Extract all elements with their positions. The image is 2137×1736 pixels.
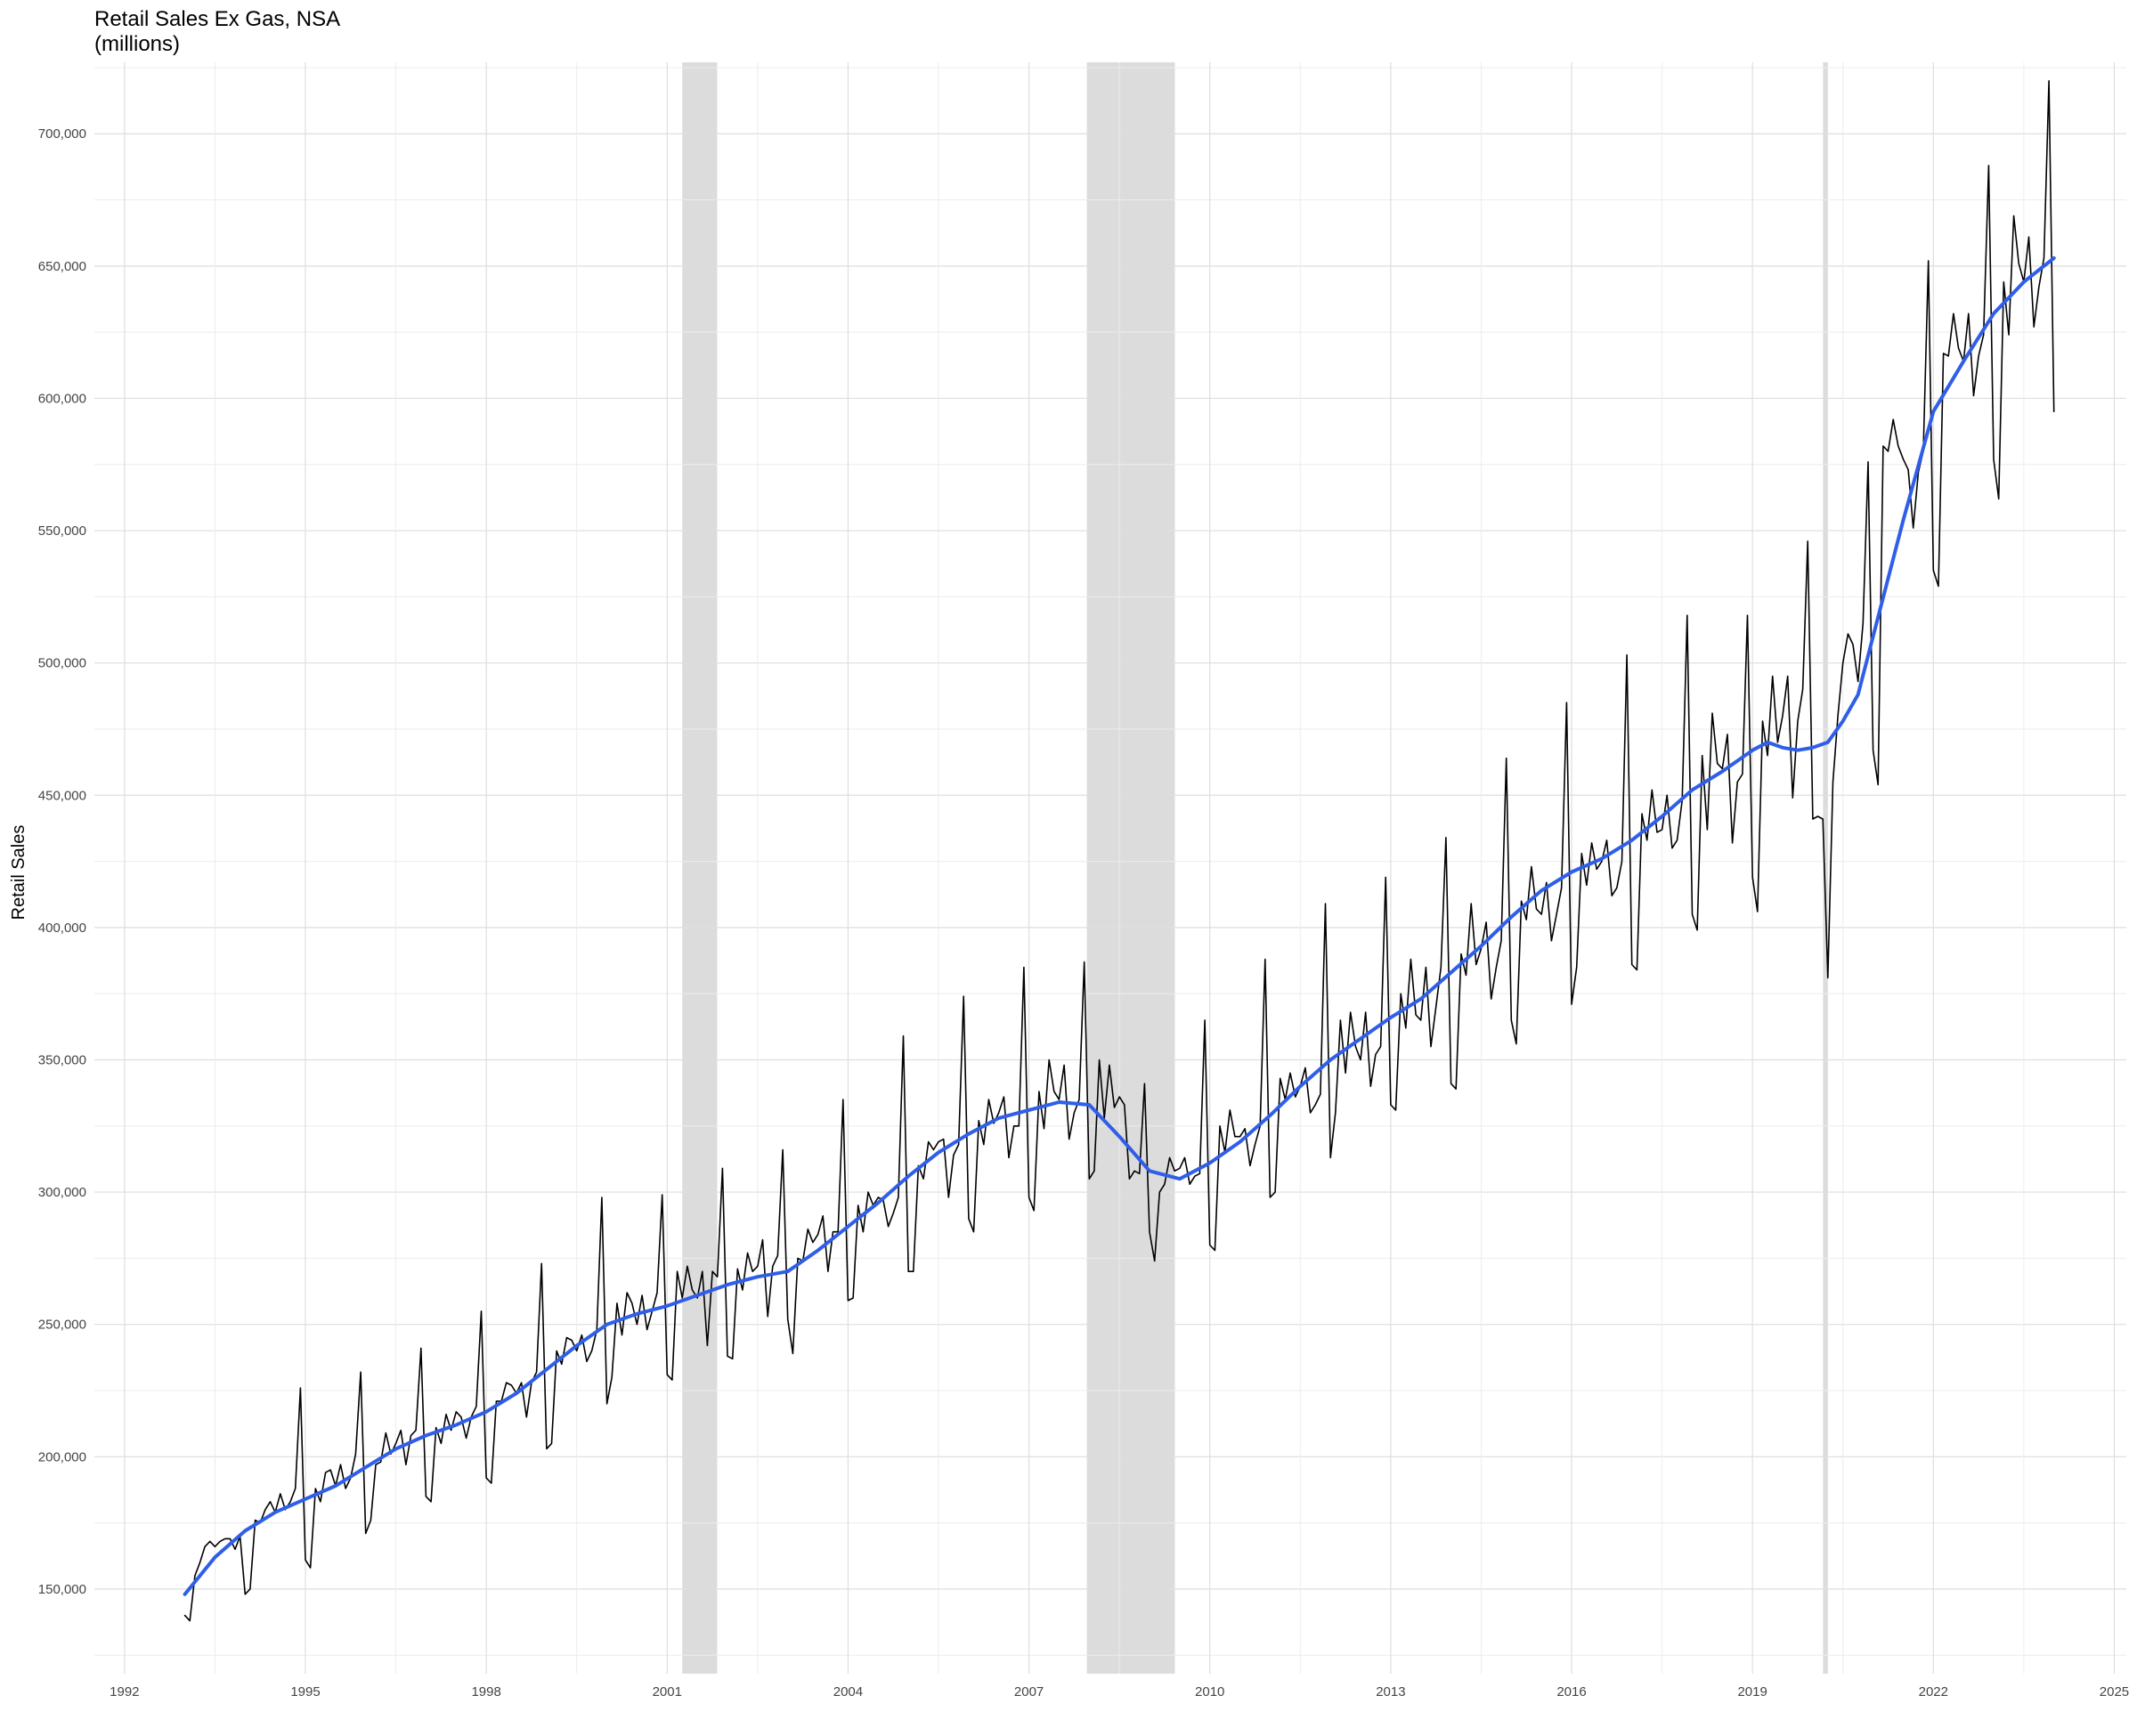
- y-tick-label: 150,000: [38, 1582, 86, 1597]
- x-tick-label: 2010: [1195, 1684, 1224, 1699]
- y-tick-label: 250,000: [38, 1318, 86, 1333]
- y-tick-label: 700,000: [38, 126, 86, 142]
- y-tick-label: 200,000: [38, 1449, 86, 1464]
- recession-band: [1823, 62, 1828, 1674]
- chart-title: Retail Sales Ex Gas, NSA: [94, 7, 340, 31]
- x-tick-label: 2025: [2100, 1684, 2129, 1699]
- recession-band: [682, 62, 718, 1674]
- axis-ticks: 150,000 200,000 250,000 300,000 350,000 400,0…: [38, 126, 2129, 1699]
- x-tick-label: 1995: [290, 1684, 320, 1699]
- series-lines: [183, 80, 2056, 1622]
- y-tick-label: 400,000: [38, 921, 86, 936]
- trend-line: [183, 256, 2056, 1596]
- x-tick-label: 2016: [1556, 1684, 1586, 1699]
- x-tick-label: 2019: [1737, 1684, 1767, 1699]
- recession-bands: [682, 62, 1828, 1674]
- y-tick-label: 350,000: [38, 1052, 86, 1067]
- recession-band: [1086, 62, 1175, 1674]
- y-tick-label: 500,000: [38, 656, 86, 671]
- x-tick-label: 2007: [1014, 1684, 1044, 1699]
- retail-sales-line: [183, 80, 2055, 1622]
- chart-subtitle: (millions): [94, 32, 180, 56]
- x-tick-label: 2013: [1376, 1684, 1405, 1699]
- y-tick-label: 550,000: [38, 523, 86, 539]
- x-tick-label: 2001: [653, 1684, 682, 1699]
- y-tick-label: 650,000: [38, 259, 86, 274]
- y-tick-label: 600,000: [38, 391, 86, 406]
- y-axis-label: Retail Sales: [9, 825, 28, 921]
- x-tick-label: 1992: [110, 1684, 139, 1699]
- x-tick-label: 2022: [1919, 1684, 1948, 1699]
- y-tick-label: 300,000: [38, 1185, 86, 1200]
- y-tick-label: 450,000: [38, 788, 86, 803]
- x-tick-label: 2004: [833, 1684, 863, 1699]
- x-tick-label: 1998: [471, 1684, 500, 1699]
